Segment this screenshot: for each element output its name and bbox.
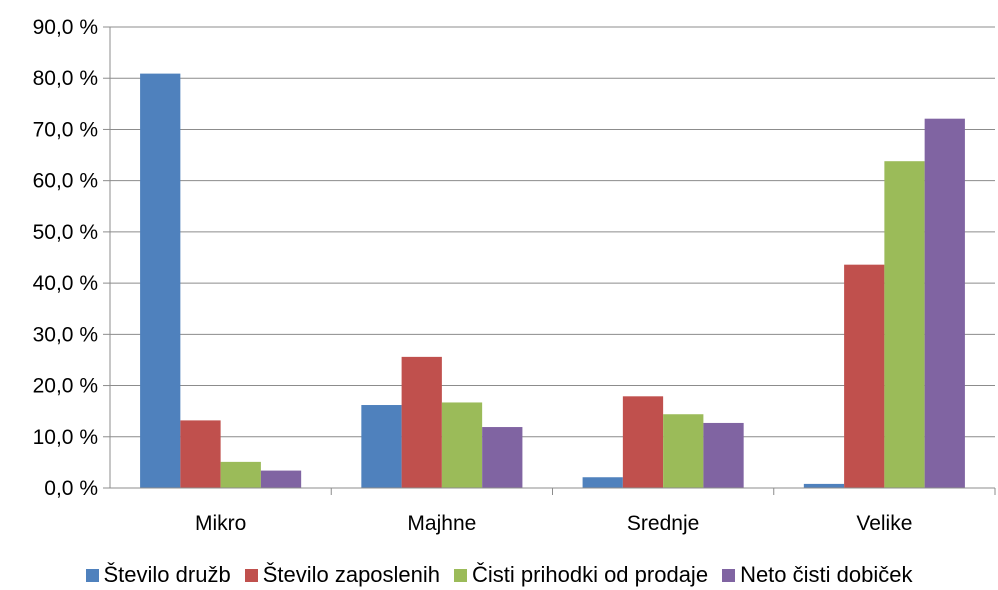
legend-swatch	[722, 568, 736, 582]
gridlines	[110, 26, 995, 438]
y-tick-label: 50,0 %	[33, 221, 98, 244]
bars	[140, 73, 965, 489]
x-category-label: Mikro	[195, 512, 246, 535]
bar-majhne-series-4	[482, 427, 523, 488]
bar-velike-series-1	[803, 483, 845, 488]
bar-mikro-series-2	[180, 420, 221, 488]
y-tick-label: 10,0 %	[33, 426, 98, 449]
bar-srednje-series-1	[582, 477, 623, 488]
legend-label: Število družb	[103, 562, 231, 587]
legend-swatch	[454, 568, 468, 582]
legend-label: Čisti prihodki od prodaje	[472, 562, 709, 587]
legend-item: Število družb	[85, 562, 231, 588]
bar-majhne-series-1	[361, 405, 402, 488]
y-tick-label: 70,0 %	[33, 118, 98, 141]
bar-mikro-series-3	[220, 461, 261, 488]
y-tick-label: 60,0 %	[33, 170, 98, 193]
bar-velike-series-4	[924, 118, 965, 488]
bar-srednje-series-2	[622, 396, 664, 488]
bar-srednje-series-3	[663, 414, 704, 488]
bar-mikro-series-4	[260, 470, 302, 488]
bar-chart: 0,0 % 10,0 % 20,0 % 30,0 % 40,0 % 50,0 % 60,0 …	[33, 16, 996, 535]
legend-item: Čisti prihodki od prodaje	[454, 562, 708, 588]
x-category-label: Srednje	[627, 512, 699, 535]
y-tick-label: 40,0 %	[33, 272, 98, 295]
x-category-label: Majhne	[407, 512, 476, 535]
legend-label: Neto čisti dobiček	[740, 562, 913, 587]
y-tick-label: 30,0 %	[33, 323, 98, 346]
legend-item: Število zaposlenih	[244, 562, 441, 588]
axes	[103, 26, 996, 495]
legend: Število družb Število zaposlenih Čisti pri…	[0, 560, 998, 590]
legend-item: Neto čisti dobiček	[722, 562, 912, 588]
bar-mikro-series-1	[140, 73, 181, 489]
bar-srednje-series-4	[703, 422, 744, 488]
legend-swatch	[244, 568, 258, 582]
y-axis-tick-labels: 0,0 % 10,0 % 20,0 % 30,0 % 40,0 % 50,0 % 60,0 …	[33, 16, 98, 500]
bar-velike-series-3	[884, 161, 925, 489]
bar-majhne-series-2	[401, 356, 442, 488]
y-tick-label: 0,0 %	[44, 477, 98, 500]
bar-velike-series-2	[844, 264, 885, 488]
bar-majhne-series-3	[441, 402, 483, 488]
x-axis-category-labels: Mikro Majhne Srednje Velike	[195, 512, 912, 535]
y-tick-label: 90,0 %	[33, 16, 98, 39]
legend-label: Število zaposlenih	[262, 562, 441, 587]
x-category-label: Velike	[856, 512, 912, 535]
y-tick-label: 20,0 %	[33, 375, 98, 398]
legend-swatch	[85, 568, 99, 582]
y-tick-label: 80,0 %	[33, 67, 98, 90]
